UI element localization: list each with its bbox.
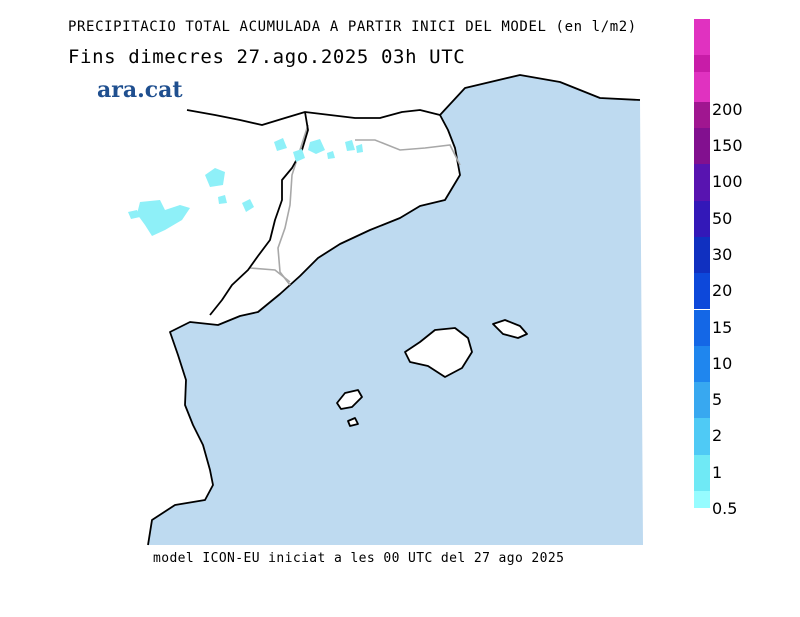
legend-color-segment bbox=[694, 418, 710, 455]
precip-patch-8 bbox=[327, 151, 335, 159]
legend-label: 20 bbox=[712, 281, 733, 301]
brand-logo: ara.cat bbox=[97, 77, 183, 103]
legend-label: 10 bbox=[712, 353, 733, 373]
model-footer: model ICON-EU iniciat a les 00 UTC del 2… bbox=[153, 551, 565, 566]
precip-patch-9 bbox=[345, 140, 355, 151]
island-mallorca bbox=[404, 327, 473, 378]
precip-patch-11 bbox=[218, 195, 227, 204]
legend-color-segment bbox=[694, 19, 710, 56]
precip-patch-3 bbox=[242, 199, 254, 212]
map-subtitle: Fins dimecres 27.ago.2025 03h UTC bbox=[68, 46, 466, 68]
legend-color-segment bbox=[694, 128, 710, 165]
pyrenees-border bbox=[355, 139, 461, 166]
legend-color-segment bbox=[694, 236, 710, 274]
precip-patch-7 bbox=[308, 139, 325, 154]
legend-color-segment bbox=[694, 382, 710, 419]
legend-color-segment bbox=[694, 200, 710, 237]
legend-color-segment bbox=[694, 345, 710, 383]
precip-patch-1 bbox=[137, 200, 190, 236]
precip-patch-4 bbox=[128, 210, 140, 219]
northern-boundary bbox=[186, 109, 441, 126]
legend-color-segment bbox=[694, 491, 710, 508]
legend-color-segment bbox=[694, 454, 710, 491]
legend-label: 0.5 bbox=[712, 499, 738, 518]
legend-color-segment bbox=[694, 273, 710, 310]
legend-label: 100 bbox=[712, 172, 743, 192]
sea-area bbox=[148, 75, 643, 545]
legend-label: 15 bbox=[712, 317, 733, 337]
map-title: PRECIPITACIO TOTAL ACUMULADA A PARTIR IN… bbox=[68, 19, 637, 35]
island-eivissa bbox=[336, 389, 363, 410]
precip-patch-5 bbox=[274, 138, 287, 151]
legend-label: 2 bbox=[712, 426, 723, 446]
island-formentera bbox=[347, 417, 359, 427]
legend-label: 30 bbox=[712, 244, 733, 264]
aragon-valencia-border bbox=[249, 267, 291, 283]
legend-color-segment bbox=[694, 164, 710, 201]
precip-patch-6 bbox=[293, 149, 305, 162]
island-menorca bbox=[492, 319, 528, 339]
legend-label: 150 bbox=[712, 136, 743, 155]
mainland-coastline bbox=[147, 74, 641, 546]
precip-patch-10 bbox=[356, 144, 363, 153]
legend-label: 1 bbox=[712, 462, 723, 482]
legend-label: 200 bbox=[712, 99, 743, 119]
legend-label: 50 bbox=[712, 208, 733, 228]
legend-label: 5 bbox=[712, 390, 723, 410]
legend-color-segment bbox=[694, 309, 710, 346]
legend-color-segment-cap bbox=[694, 72, 710, 102]
precip-patch-2 bbox=[205, 168, 225, 187]
